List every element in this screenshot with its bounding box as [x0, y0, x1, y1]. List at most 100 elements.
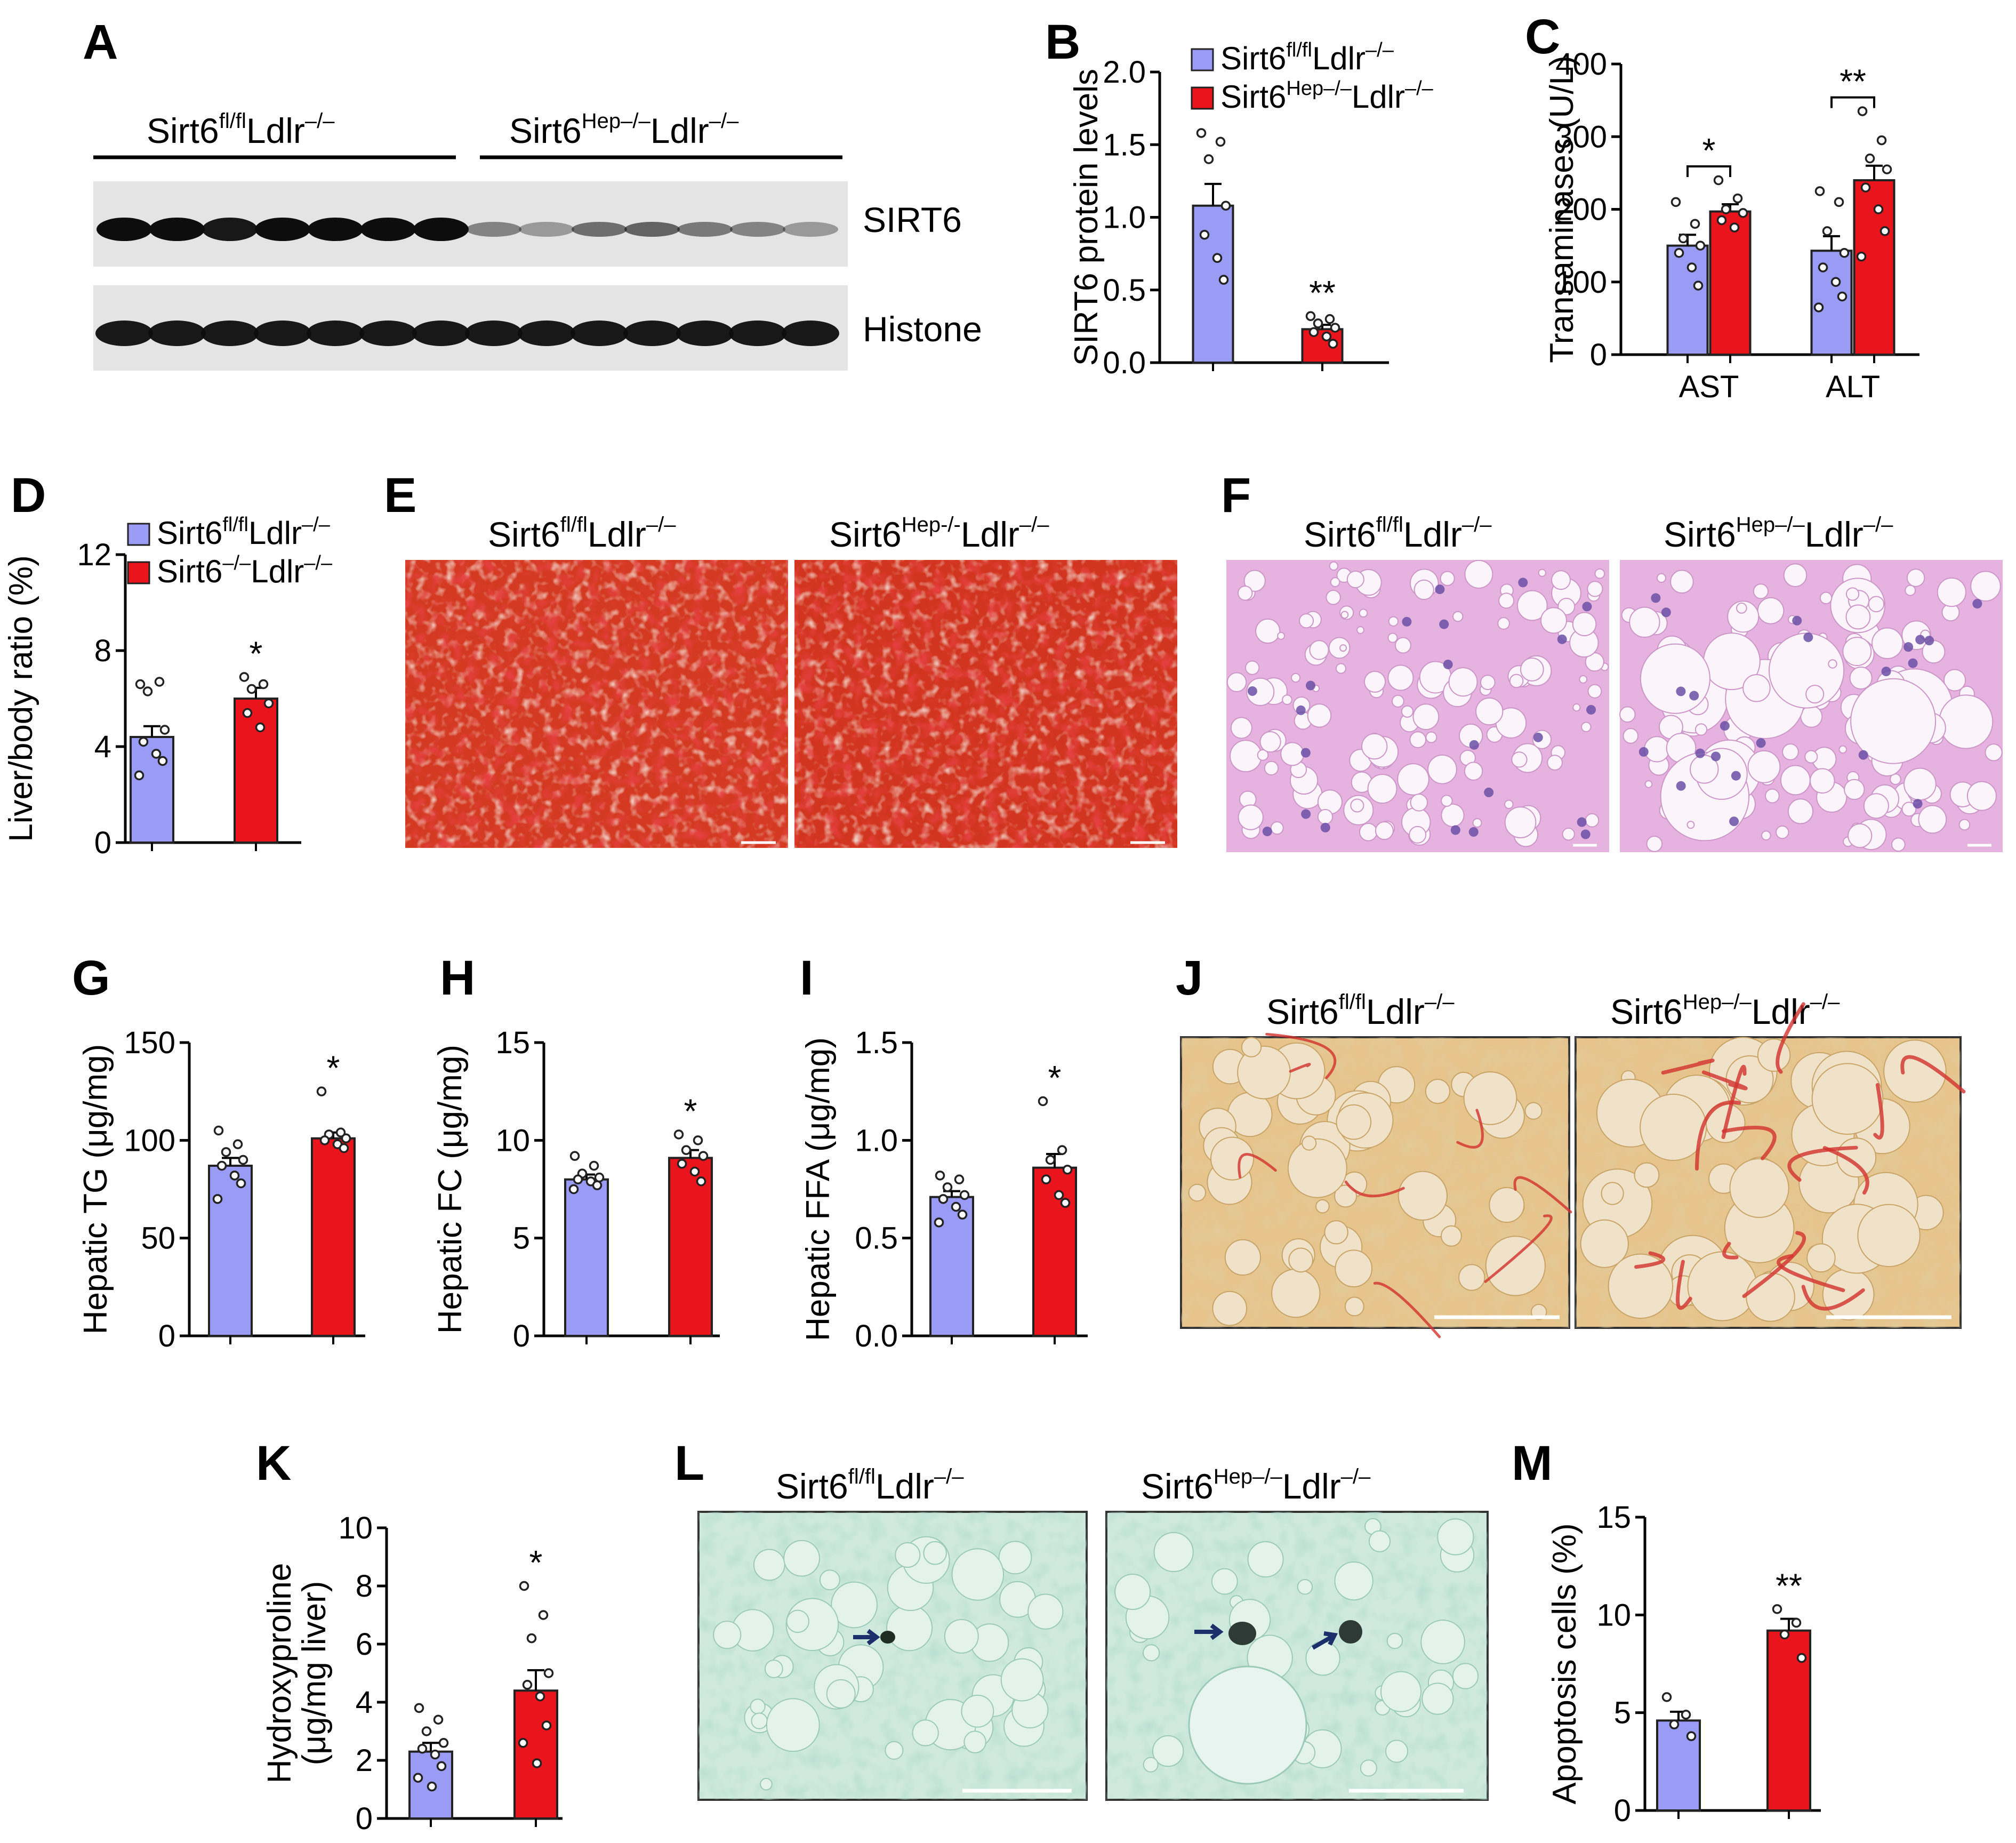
lipid-droplet [1241, 1037, 1262, 1057]
vacuole [1259, 731, 1281, 753]
significance-marker: * [250, 635, 263, 673]
y-tick-label: 0.0 [855, 1319, 898, 1353]
lipid-droplet [1315, 1199, 1330, 1214]
vacuole [1520, 657, 1544, 682]
vacuole [1958, 819, 1971, 831]
vacuole [1238, 804, 1264, 830]
vacuole [1736, 603, 1747, 614]
data-point [569, 1151, 580, 1161]
nucleus [1306, 680, 1316, 691]
y-axis-label: Apoptosis cells (%) [1546, 1523, 1583, 1804]
panel-letter-l: L [674, 1436, 704, 1491]
significance-marker: * [327, 1049, 340, 1087]
vacuole [1291, 672, 1301, 683]
lipid-droplet [1580, 1219, 1629, 1268]
bar [564, 1178, 609, 1337]
data-point [1693, 281, 1704, 291]
y-tick-label: 4 [356, 1685, 373, 1720]
data-point [532, 1758, 542, 1768]
vacuole [1686, 821, 1695, 829]
vacuole [1246, 677, 1275, 706]
lipid-droplet [1271, 1268, 1321, 1318]
legend-swatch [1191, 86, 1214, 110]
nucleus [1435, 584, 1445, 595]
lipid-droplet [885, 1741, 904, 1760]
data-point [433, 1714, 444, 1725]
y-axis-label: Liver/body ratio (%) [3, 555, 39, 842]
vacuole [1356, 626, 1364, 634]
vacuole [1943, 669, 1966, 692]
lipid-droplet [786, 1609, 809, 1633]
data-point [526, 1633, 537, 1644]
collagen-fiber [1238, 1153, 1277, 1179]
data-point [1830, 277, 1841, 287]
data-point [341, 1133, 351, 1143]
vacuole [1448, 667, 1478, 697]
vacuole [1441, 795, 1453, 807]
lipid-droplet [1210, 1136, 1255, 1181]
y-tick-label: 200 [1555, 193, 1607, 227]
vacuole [1335, 663, 1347, 674]
lipid-droplet [1883, 1039, 1947, 1103]
vacuole [1230, 717, 1252, 739]
apoptotic-cell [1228, 1622, 1256, 1645]
data-point [934, 1217, 944, 1228]
data-point [154, 677, 165, 687]
vacuole [1849, 666, 1873, 690]
collagen-fiber [1513, 1176, 1572, 1214]
nucleus [1320, 822, 1330, 832]
data-point [242, 708, 253, 718]
lipid-droplet [713, 1621, 742, 1649]
data-point [151, 749, 162, 759]
vacuole [1226, 672, 1247, 693]
nucleus [1756, 738, 1766, 748]
data-point [959, 1190, 970, 1200]
blot-band [518, 320, 575, 346]
data-point [213, 1125, 224, 1136]
nucleus [1469, 740, 1479, 750]
panel-f: F Sirt6fl/flLdlr–/– Sirt6Hep–/–Ldlr–/– [1221, 468, 2003, 852]
blot-label-histone: Histone [863, 309, 982, 349]
lipid-droplet [1385, 1740, 1409, 1763]
y-axis-label: Hepatic FFA (μg/mg) [800, 1037, 837, 1341]
vacuole [1317, 808, 1334, 825]
vacuole [1509, 674, 1524, 688]
y-tick-label: 0 [356, 1801, 373, 1836]
nucleus [1792, 615, 1802, 626]
vacuole [1644, 780, 1653, 788]
data-point [239, 672, 250, 682]
y-axis-label: Hydroxyproline [261, 1563, 298, 1784]
data-point [942, 1182, 953, 1192]
data-point [954, 1174, 965, 1184]
lipid-droplet [1420, 1620, 1465, 1664]
data-point [421, 1726, 432, 1736]
data-point [339, 1143, 349, 1153]
blot-band [571, 320, 628, 346]
data-point [1876, 135, 1887, 146]
data-point [1818, 262, 1828, 273]
data-point [518, 1738, 528, 1748]
significance-bracket [1830, 96, 1875, 108]
collagen-fiber [1289, 1063, 1311, 1073]
nucleus [1881, 667, 1891, 677]
vacuole [1891, 837, 1906, 852]
vacuole [1480, 675, 1496, 691]
vacuole [1562, 827, 1575, 841]
vacuole [1350, 798, 1364, 813]
vacuole [1298, 613, 1314, 629]
lipid-droplet [826, 1679, 856, 1709]
vacuole [1619, 706, 1636, 723]
y-tick-label: 0 [94, 826, 111, 860]
chart-m: 0 5 10 15 Apoptosis cells (%) ** [1546, 1500, 1821, 1828]
panel-letter-j: J [1176, 951, 1203, 1005]
lipid-droplet [1152, 1735, 1184, 1767]
data-point [1796, 1653, 1807, 1663]
nucleus [1913, 799, 1923, 809]
data-point [1057, 1145, 1067, 1155]
y-tick-label: 15 [495, 1025, 530, 1060]
data-point [681, 1145, 692, 1155]
data-point [589, 1160, 599, 1171]
collagen-fiber [1742, 1231, 1806, 1299]
vacuole [1391, 694, 1404, 708]
